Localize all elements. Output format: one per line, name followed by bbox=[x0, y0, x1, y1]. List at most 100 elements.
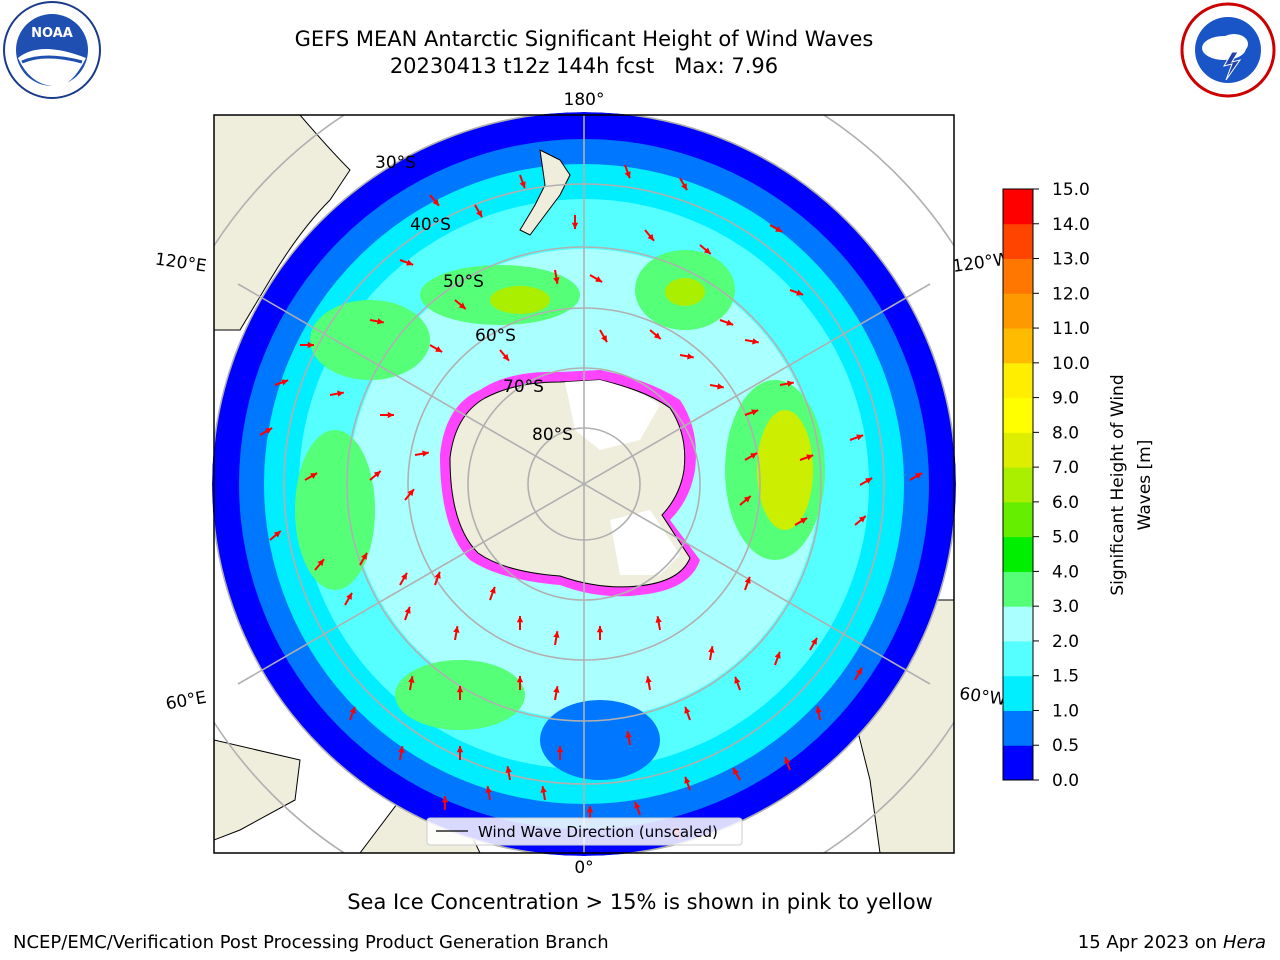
colorbar-swatch bbox=[1003, 675, 1033, 711]
footer-date: 15 Apr 2023 on bbox=[1077, 932, 1223, 953]
wind-wave-arrowhead bbox=[645, 676, 652, 683]
lat-label-60s: 60°S bbox=[475, 326, 516, 346]
lat-label-40s: 40°S bbox=[410, 215, 451, 235]
wind-wave-arrowhead bbox=[624, 171, 631, 179]
wind-wave-arrowhead bbox=[796, 289, 804, 296]
colorbar-tick-label: 2.0 bbox=[1052, 632, 1079, 652]
colorbar-tick-label: 12.0 bbox=[1052, 284, 1090, 304]
wind-wave-arrowhead bbox=[456, 746, 464, 753]
chart-subtitle: 20230413 t12z 144h fcst Max: 7.96 bbox=[389, 54, 779, 78]
colorbar-tick-label: 0.5 bbox=[1052, 736, 1079, 756]
colorbar-label-line2: Waves [m] bbox=[1135, 440, 1155, 531]
wind-wave-arrowhead bbox=[571, 222, 579, 229]
colorbar-swatch bbox=[1003, 467, 1033, 503]
lon-label-0: 0° bbox=[574, 858, 593, 878]
wind-wave-arrowhead bbox=[625, 731, 632, 738]
wind-wave-arrowhead bbox=[406, 259, 414, 266]
wind-wave-arrowhead bbox=[596, 626, 604, 633]
wind-wave-arrowhead bbox=[858, 516, 866, 523]
wind-wave-arrowhead bbox=[750, 453, 758, 459]
wind-wave-arrowhead bbox=[456, 686, 464, 693]
colorbar-swatch bbox=[1003, 293, 1033, 329]
colorbar-tick-label: 3.0 bbox=[1052, 597, 1079, 617]
wind-wave-arrowhead bbox=[422, 450, 429, 457]
wind-wave-arrowhead bbox=[774, 651, 781, 659]
wind-wave-arrowhead bbox=[401, 572, 407, 580]
colorbar-tick-label: 1.5 bbox=[1052, 667, 1079, 687]
wind-wave-arrowhead bbox=[595, 276, 603, 282]
wind-wave-arrowhead bbox=[684, 706, 691, 714]
nws-logo bbox=[1180, 2, 1276, 98]
wind-wave-arrowhead bbox=[915, 473, 923, 479]
wind-wave-arrowhead bbox=[775, 226, 783, 232]
wind-wave-arrowhead bbox=[865, 478, 873, 484]
wind-wave-arrowhead bbox=[684, 776, 691, 784]
wind-wave-arrowhead bbox=[800, 518, 808, 524]
wind-wave-arrowhead bbox=[806, 454, 814, 461]
wind-wave-arrowhead bbox=[317, 559, 324, 567]
wind-wave-arrowhead bbox=[556, 746, 564, 753]
colorbar-swatch bbox=[1003, 328, 1033, 364]
australia-land bbox=[214, 115, 351, 331]
colorbar-tick-label: 9.0 bbox=[1052, 389, 1079, 409]
wind-wave-arrowhead bbox=[703, 247, 711, 254]
wind-wave-arrowhead bbox=[708, 646, 715, 653]
colorbar-tick-label: 0.0 bbox=[1052, 771, 1079, 791]
footer-right: 15 Apr 2023 on Hera bbox=[1078, 932, 1266, 953]
wind-wave-arrowhead bbox=[265, 428, 273, 434]
wind-wave-arrowhead bbox=[733, 767, 739, 775]
wind-wave-arrowhead bbox=[373, 471, 381, 478]
wind-wave-arrowhead bbox=[540, 786, 547, 793]
wind-wave-arrowhead bbox=[743, 496, 751, 503]
wind-wave-arrowhead bbox=[634, 801, 641, 809]
colorbar-swatch bbox=[1003, 710, 1033, 746]
wind-wave-arrowhead bbox=[505, 766, 512, 773]
wind-wave-arrowhead bbox=[647, 233, 654, 241]
colorbar-tick-label: 15.0 bbox=[1052, 180, 1090, 200]
wind-wave-arrowhead bbox=[398, 746, 405, 753]
colorbar-swatch bbox=[1003, 362, 1033, 399]
colorbar-tick-label: 5.0 bbox=[1052, 528, 1079, 548]
wind-wave-arrowhead bbox=[681, 183, 687, 191]
wind-wave-arrowhead bbox=[687, 353, 694, 360]
chart-title: GEFS MEAN Antarctic Significant Height o… bbox=[294, 27, 874, 51]
noaa-logo: NOAA bbox=[3, 1, 101, 99]
colorbar-tick-label: 8.0 bbox=[1052, 423, 1079, 443]
wind-wave-arrowhead bbox=[407, 489, 414, 497]
wind-wave-arrowhead bbox=[310, 473, 318, 479]
wind-wave-arrowhead bbox=[516, 676, 524, 683]
wind-wave-arrowhead bbox=[856, 434, 864, 441]
wind-wave-arrowhead bbox=[553, 686, 560, 693]
colorbar-swatch bbox=[1003, 745, 1033, 781]
colorbar-tick-label: 13.0 bbox=[1052, 250, 1090, 270]
lat-label-30s: 30°S bbox=[375, 153, 416, 173]
colorbar-tick-label: 7.0 bbox=[1052, 458, 1079, 478]
wind-wave-arrowhead bbox=[432, 198, 439, 206]
wind-wave-arrowhead bbox=[408, 676, 415, 683]
colorbar-swatch bbox=[1003, 223, 1033, 260]
wind-wave-arrowhead bbox=[337, 390, 344, 397]
wind-wave-arrowhead bbox=[346, 592, 352, 600]
colorbar-swatch bbox=[1003, 640, 1033, 677]
wind-wave-arrowhead bbox=[653, 332, 661, 339]
wind-wave-arrowhead bbox=[307, 341, 314, 349]
lat-label-50s: 50°S bbox=[443, 272, 484, 292]
colorbar-swatch bbox=[1003, 432, 1033, 468]
map-frame bbox=[213, 114, 955, 854]
wind-wave-arrowhead bbox=[787, 380, 794, 387]
graticule bbox=[214, 115, 954, 853]
wind-wave-arrowhead bbox=[856, 667, 862, 675]
wind-wave-arrowhead bbox=[485, 786, 492, 793]
new-zealand-land bbox=[519, 149, 571, 236]
colorbar-tick-label: 10.0 bbox=[1052, 354, 1090, 374]
wind-wave-arrowhead bbox=[458, 302, 466, 309]
colorbar-swatch bbox=[1003, 189, 1033, 225]
wind-wave-arrowhead bbox=[744, 576, 751, 584]
colorbar-tick-label: 14.0 bbox=[1052, 215, 1090, 235]
wind-wave-arrowhead bbox=[752, 338, 759, 345]
wind-wave-arrowhead bbox=[726, 319, 734, 326]
lat-label-70s: 70°S bbox=[503, 377, 544, 397]
lon-label-180: 180° bbox=[564, 90, 605, 110]
wind-wave-arrowhead bbox=[273, 531, 281, 538]
wind-wave-arrowhead bbox=[281, 379, 289, 386]
